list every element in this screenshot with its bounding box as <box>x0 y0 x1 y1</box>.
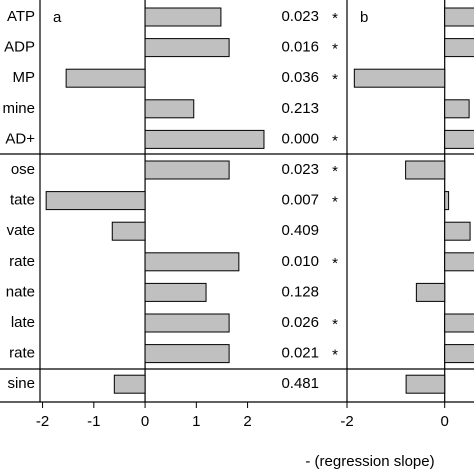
panel-b <box>353 0 474 402</box>
p-value: 0.036 <box>281 69 319 86</box>
bar <box>45 191 146 211</box>
bar <box>405 374 446 394</box>
bar <box>444 344 474 364</box>
y-tick-label: AD+ <box>5 130 35 147</box>
y-tick-label: mine <box>2 100 35 117</box>
bar <box>144 7 222 27</box>
p-value: 0.000 <box>281 130 319 147</box>
y-tick-label: rate <box>9 345 35 362</box>
significance: * <box>332 163 338 180</box>
p-value: 0.016 <box>281 39 319 56</box>
significance: * <box>332 71 338 88</box>
bar <box>144 38 230 58</box>
bar <box>144 252 240 272</box>
y-tick-label: ATP <box>7 8 35 25</box>
bar <box>444 7 474 27</box>
y-tick-label: sine <box>7 375 35 392</box>
p-value: 0.213 <box>281 100 319 117</box>
y-tick-label: nate <box>6 283 35 300</box>
p-value: 0.409 <box>281 222 319 239</box>
x-axis-label: - (regression slope) <box>305 453 434 470</box>
x-tick-label: -2 <box>340 413 353 430</box>
bar <box>444 313 474 333</box>
bar <box>353 68 446 88</box>
x-tick-label: 1 <box>192 413 200 430</box>
y-tick-label: ose <box>11 161 35 178</box>
significance: * <box>332 347 338 364</box>
panel-label: b <box>360 9 368 26</box>
bar <box>444 221 471 241</box>
x-tick-label: 0 <box>441 413 449 430</box>
bar <box>111 221 146 241</box>
p-value: 0.010 <box>281 253 319 270</box>
p-value: 0.023 <box>281 161 319 178</box>
bar <box>405 160 446 180</box>
p-value: 0.481 <box>281 375 319 392</box>
bar <box>144 129 265 149</box>
bar <box>444 129 474 149</box>
significance: * <box>332 10 338 27</box>
panel-label: a <box>53 9 62 26</box>
significance: * <box>332 41 338 58</box>
bar <box>113 374 146 394</box>
p-value: 0.128 <box>281 283 319 300</box>
y-tick-label: ADP <box>4 39 35 56</box>
x-tick-label: -1 <box>87 413 100 430</box>
p-value: 0.021 <box>281 345 319 362</box>
bar <box>144 313 230 333</box>
y-tick-label: vate <box>7 222 35 239</box>
significance: * <box>332 132 338 149</box>
y-tick-label: late <box>11 314 35 331</box>
significance: * <box>332 316 338 333</box>
bar <box>415 282 446 302</box>
y-tick-label: MP <box>13 69 36 86</box>
significance: * <box>332 194 338 211</box>
p-value: 0.007 <box>281 192 319 209</box>
bar <box>144 282 207 302</box>
p-value: 0.023 <box>281 8 319 25</box>
bar <box>144 344 230 364</box>
bar <box>65 68 146 88</box>
bar <box>144 99 195 119</box>
bar <box>444 38 474 58</box>
bar <box>444 191 450 211</box>
significance: * <box>332 255 338 272</box>
x-tick-label: 0 <box>141 413 149 430</box>
bar <box>444 99 470 119</box>
x-tick-label: 2 <box>243 413 251 430</box>
bar <box>444 252 474 272</box>
y-tick-label: rate <box>9 253 35 270</box>
p-value: 0.026 <box>281 314 319 331</box>
x-tick-label: -2 <box>36 413 49 430</box>
y-tick-label: tate <box>10 192 35 209</box>
bar <box>144 160 230 180</box>
